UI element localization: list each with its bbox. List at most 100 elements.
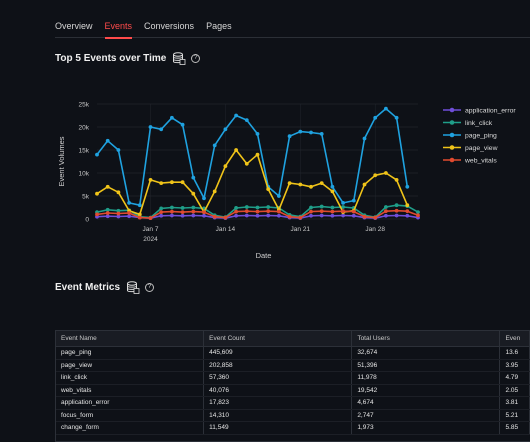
y-axis-label: Event Volumes [57,136,66,186]
table-row[interactable]: application_error 17,823 4,674 3.81 [56,397,530,410]
table-row[interactable]: web_vitals 40,076 19,542 2.05 [56,384,530,397]
database-icon[interactable] [126,281,140,294]
data-point-link_click [191,205,196,210]
data-point-page_view [105,184,110,189]
table-row[interactable]: link_click 57,360 11,978 4.79 [56,372,530,385]
data-point-page_ping [319,132,324,136]
events-chart-svg: 0 5k 10k 15k 20k 25k Jan 7 2024 Jan 14 Jan 21 Jan … [57,102,516,261]
tab-conversions[interactable]: Conversions [144,21,195,31]
data-point-application_error [405,213,410,218]
cell-total-users: 51,396 [352,359,501,371]
cell-event-name: page_ping [56,347,205,359]
cell-total-users: 11,978 [352,372,501,384]
table-row[interactable]: focus_form 14,310 2,747 5.21 [56,409,530,422]
cell-events-per-user: 2.05 [500,384,530,396]
x-tick-label: Jan 28 [365,226,385,233]
data-point-link_click [234,206,239,210]
data-point-application_error [309,213,313,218]
chart-section-title: Top 5 Events over Time [55,53,167,64]
table-row[interactable]: page_view 202,858 51,396 3.95 [56,359,530,372]
data-point-application_error [384,213,388,218]
data-point-page_view [330,189,335,194]
column-header-total-users[interactable]: Total Users [352,331,501,346]
data-point-page_view [405,203,410,208]
column-header-events-per-user[interactable]: Even [500,331,530,346]
legend-label-web_vitals: web_vitals [464,158,497,165]
data-point-page_view [362,182,367,187]
data-point-page_view [319,181,324,186]
metrics-section-header: Event Metrics ? [55,281,155,294]
data-point-web_vitals [244,209,249,214]
legend-label-application_error: application_error [465,108,516,115]
tab-pages[interactable]: Pages [206,21,232,31]
column-header-event-name[interactable]: Event Name [56,331,205,346]
data-point-web_vitals [309,209,313,214]
data-point-application_error [277,213,281,218]
data-point-page_ping [105,138,110,143]
data-point-page_ping [244,118,249,122]
data-point-web_vitals [234,209,239,214]
data-point-page_ping [212,143,217,148]
data-point-page_ping [362,136,367,141]
database-icon[interactable] [172,52,186,65]
legend-marker-page_ping [449,132,455,138]
x-tick-label: Jan 21 [291,226,311,233]
cell-event-count: 17,823 [204,397,353,409]
data-point-application_error [116,214,121,219]
column-header-event-count[interactable]: Event Count [204,331,353,346]
y-tick-label: 15k [79,148,90,155]
cell-events-per-user: 3.95 [500,359,530,371]
data-point-page_ping [170,115,174,120]
events-chart: 0 5k 10k 15k 20k 25k Jan 7 2024 Jan 14 Jan 21 Jan … [0,90,530,270]
data-point-web_vitals [127,211,131,215]
data-point-page_view [244,161,249,166]
tab-overview[interactable]: Overview [55,21,93,31]
data-point-page_view [137,212,142,217]
data-point-application_error [394,213,399,218]
data-point-link_click [170,205,174,210]
data-point-application_error [244,213,249,218]
cell-events-per-user: 13.6 [500,347,530,359]
table-row[interactable]: change_form 11,549 1,973 5.85 [56,422,530,435]
data-point-page_ping [277,194,281,198]
tab-bar: Overview Events Conversions Pages [55,16,530,39]
data-point-page_ping [330,184,335,189]
y-tick-label: 5k [82,194,90,201]
data-point-page_view [287,181,292,186]
data-point-web_vitals [287,214,292,219]
data-point-application_error [255,213,260,218]
data-point-web_vitals [212,214,217,219]
data-point-page_ping [223,127,228,132]
data-point-web_vitals [373,215,378,220]
data-point-page_view [148,178,153,182]
x-tick-label: Jan 7 [143,226,159,233]
cell-event-count: 11,549 [204,422,353,434]
data-point-page_view [266,187,271,191]
event-metrics-table: Event Name Event Count Total Users Even … [55,330,530,442]
data-point-web_vitals [405,209,410,214]
data-point-page_view [298,182,303,187]
cell-total-users: 4,674 [352,397,501,409]
data-point-web_vitals [351,209,356,214]
data-point-web_vitals [416,213,420,218]
cell-total-users: 2,747 [352,409,501,421]
help-icon[interactable]: ? [191,54,201,63]
data-point-page_ping [309,130,313,135]
cell-event-name: focus_form [56,409,205,421]
data-point-application_error [202,213,206,218]
data-point-web_vitals [202,210,206,214]
data-point-web_vitals [170,209,174,214]
cell-event-count: 445,609 [204,347,353,359]
data-point-page_view [180,180,185,185]
data-point-web_vitals [319,209,324,214]
data-point-web_vitals [341,209,345,214]
table-row[interactable]: page_ping 445,609 32,674 13.6 [56,347,530,360]
data-point-application_error [341,213,345,218]
y-tick-label: 0 [85,217,89,224]
data-point-application_error [266,213,271,218]
data-point-page_ping [159,127,164,132]
tab-events[interactable]: Events [104,16,132,39]
help-icon[interactable]: ? [145,283,155,292]
data-point-page_ping [191,175,196,180]
